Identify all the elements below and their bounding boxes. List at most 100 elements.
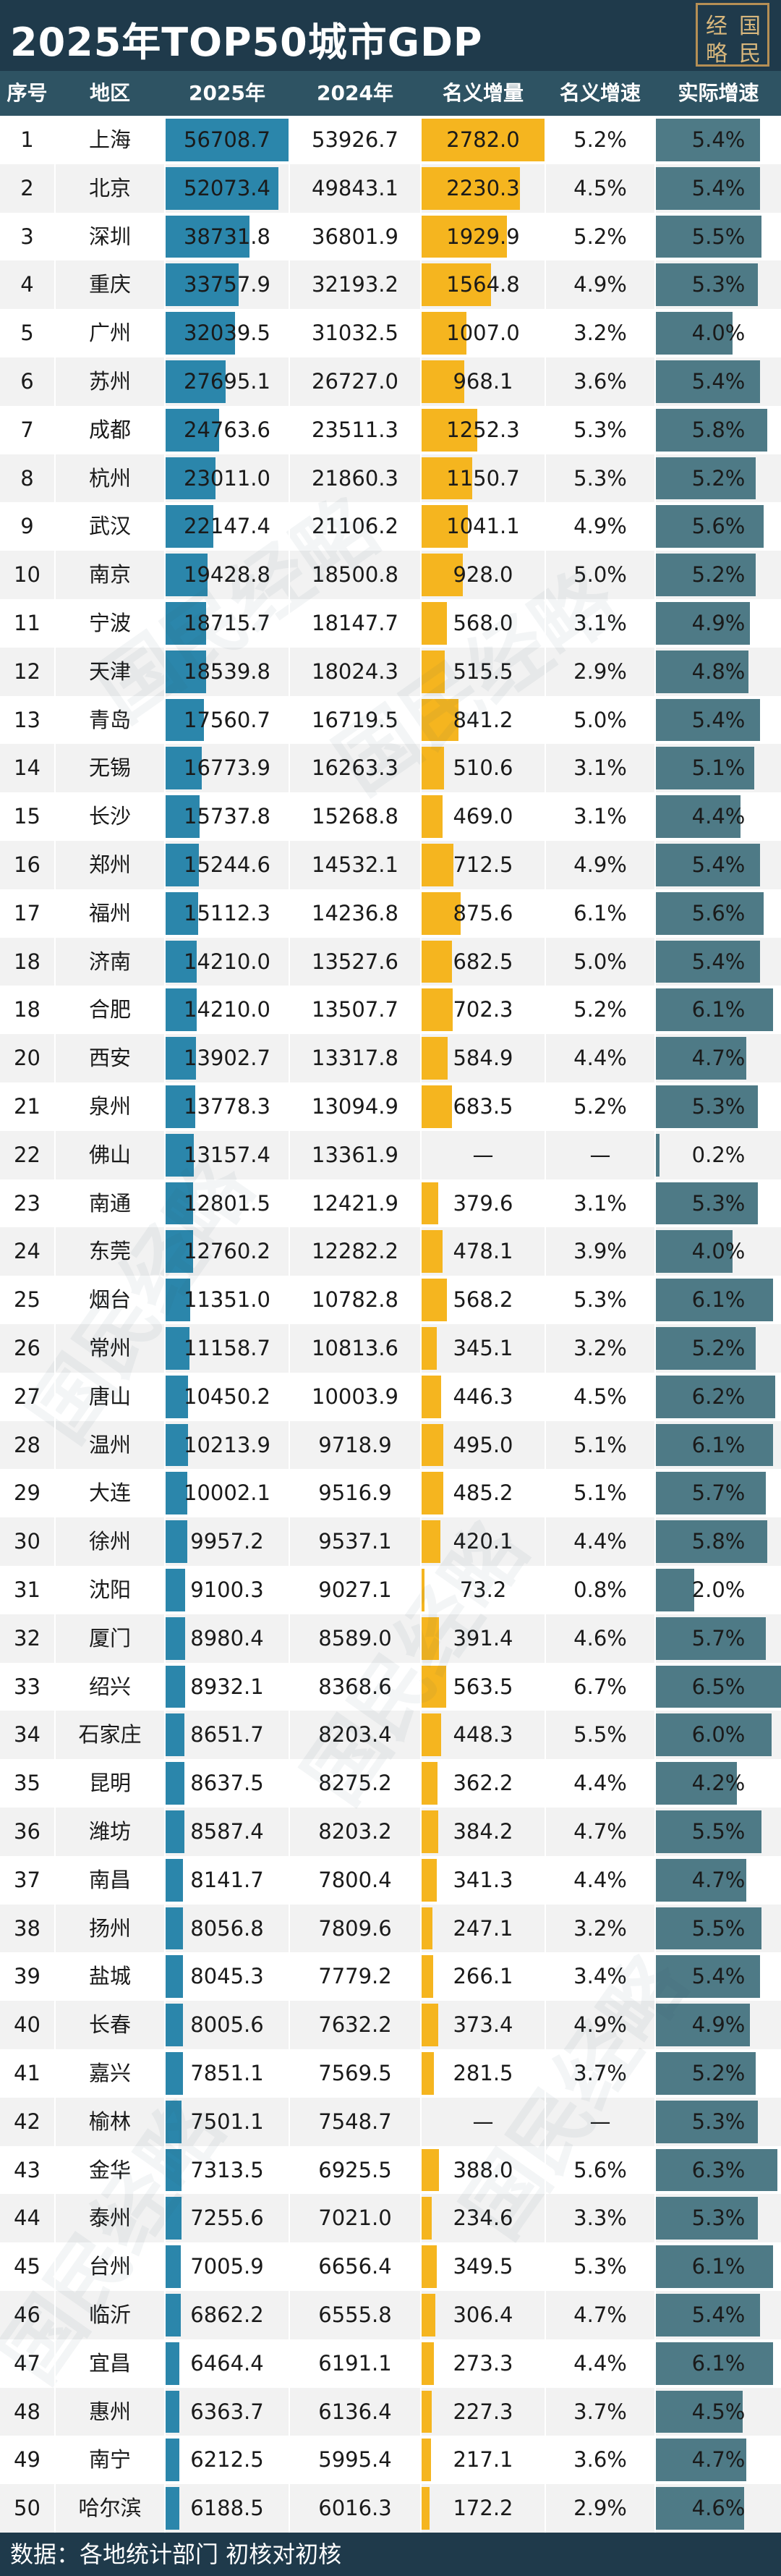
table-row: 40 长春 8005.6 7632.2 373.4 4.9% 4.9% xyxy=(0,2001,781,2049)
table-row: 12 天津 18539.8 18024.3 515.5 2.9% 4.8% xyxy=(0,647,781,696)
table-row: 46 临沂 6862.2 6555.8 306.4 4.7% 5.4% xyxy=(0,2291,781,2339)
table-row: 35 昆明 8637.5 8275.2 362.2 4.4% 4.2% xyxy=(0,1759,781,1808)
cell-city: 常州 xyxy=(88,1336,131,1360)
cell-increase: 448.3 xyxy=(453,1722,513,1747)
bar-real-growth xyxy=(656,1327,756,1370)
cell-increase: 273.3 xyxy=(453,2350,513,2376)
cell-city: 合肥 xyxy=(88,997,131,1022)
cell-increase: 234.6 xyxy=(453,2206,513,2231)
bar-real-growth xyxy=(656,1810,762,1853)
cell-rank: 31 xyxy=(14,1577,40,1602)
cell-nominal-growth: 4.9% xyxy=(573,514,627,539)
bar-gdp-2025 xyxy=(166,1279,191,1321)
table-row: 4 重庆 33757.9 32193.2 1564.8 4.9% 5.3% xyxy=(0,260,781,310)
cell-real-growth: 4.7% xyxy=(691,1867,746,1892)
cell-real-growth: 5.7% xyxy=(691,1480,746,1506)
cell-real-growth: 4.0% xyxy=(691,1239,746,1264)
bar-increase xyxy=(422,1085,452,1128)
bar-gdp-2025 xyxy=(166,360,226,403)
table-row: 9 武汉 22147.4 21106.2 1041.1 4.9% 5.6% xyxy=(0,502,781,551)
cell-nominal-growth: 4.4% xyxy=(573,1867,627,1892)
bar-gdp-2025 xyxy=(166,166,279,210)
cell-rank: 30 xyxy=(14,1529,40,1554)
cell-real-growth: 6.1% xyxy=(691,1287,746,1313)
bar-increase xyxy=(422,2294,435,2336)
cell-nominal-growth: 0.8% xyxy=(573,1577,627,1602)
bar-gdp-2025 xyxy=(166,457,215,500)
bar-gdp-2025 xyxy=(166,602,207,645)
table-row: 2 北京 52073.4 49843.1 2230.3 4.5% 5.4% xyxy=(0,164,781,213)
bar-real-growth xyxy=(656,1955,760,1999)
cell-rank: 46 xyxy=(14,2302,40,2327)
cell-city: 北京 xyxy=(88,175,131,200)
cell-nominal-growth: 3.2% xyxy=(573,321,627,346)
cell-nominal-growth: 3.2% xyxy=(573,1915,627,1941)
cell-increase: 388.0 xyxy=(453,2157,513,2182)
cell-gdp-2024: 8368.6 xyxy=(318,1674,392,1699)
bar-gdp-2025 xyxy=(166,2342,180,2385)
cell-city: 长沙 xyxy=(88,804,131,829)
cell-city: 上海 xyxy=(88,127,131,152)
cell-gdp-2024: 6656.4 xyxy=(318,2254,392,2279)
bar-increase xyxy=(422,891,461,935)
cell-gdp-2025: 32039.5 xyxy=(184,321,270,346)
bar-increase xyxy=(422,1762,438,1805)
bar-real-growth xyxy=(656,360,760,403)
header-real-growth: 实际增速 xyxy=(678,81,759,105)
cell-rank: 13 xyxy=(14,707,40,732)
cell-gdp-2024: 6016.3 xyxy=(318,2496,392,2521)
cell-real-growth: 6.1% xyxy=(691,997,746,1022)
bar-increase xyxy=(422,988,453,1032)
cell-city: 徐州 xyxy=(88,1529,131,1554)
bar-increase xyxy=(422,1520,440,1563)
cell-nominal-growth: 4.6% xyxy=(573,1625,627,1651)
cell-real-growth: 5.4% xyxy=(691,127,746,152)
title-bar: 2025年TOP50城市GDP 经 国 略 民 xyxy=(0,0,781,71)
cell-real-growth: 4.9% xyxy=(691,2012,746,2038)
table-row: 25 烟台 11351.0 10782.8 568.2 5.3% 6.1% xyxy=(0,1276,781,1324)
cell-gdp-2025: 8637.5 xyxy=(190,1771,264,1796)
bar-gdp-2025 xyxy=(166,1133,195,1177)
cell-rank: 25 xyxy=(14,1287,40,1313)
bar-gdp-2025 xyxy=(166,1037,196,1080)
bar-increase xyxy=(422,554,463,596)
cell-gdp-2025: 8651.7 xyxy=(190,1722,264,1747)
cell-gdp-2025: 15112.3 xyxy=(184,900,270,925)
bar-real-growth xyxy=(656,263,759,307)
bar-increase xyxy=(422,1182,439,1225)
table-row: 1 上海 56708.7 53926.7 2782.0 5.2% 5.4% xyxy=(0,116,781,164)
cell-nominal-growth: 4.4% xyxy=(573,1046,627,1071)
cell-nominal-growth: 6.7% xyxy=(573,1674,627,1699)
cell-nominal-growth: 5.6% xyxy=(573,2157,627,2182)
table-row: 41 嘉兴 7851.1 7569.5 281.5 3.7% 5.2% xyxy=(0,2049,781,2098)
cell-rank: 42 xyxy=(14,2109,40,2134)
logo: 经 国 略 民 xyxy=(696,3,769,67)
cell-gdp-2024: 13361.9 xyxy=(312,1142,398,1167)
cell-rank: 39 xyxy=(14,1964,40,1989)
bar-increase xyxy=(422,602,447,645)
cell-rank: 18 xyxy=(14,949,40,974)
bar-real-growth xyxy=(656,2439,747,2482)
bar-increase xyxy=(422,2487,430,2530)
cell-city: 深圳 xyxy=(88,224,131,249)
cell-rank: 18 xyxy=(14,997,40,1022)
cell-gdp-2024: 8589.0 xyxy=(318,1625,392,1651)
cell-rank: 12 xyxy=(14,658,40,684)
cell-gdp-2024: 16263.3 xyxy=(312,755,398,781)
cell-city: 盐城 xyxy=(88,1964,131,1989)
cell-rank: 14 xyxy=(14,755,40,781)
cell-gdp-2024: 10813.6 xyxy=(312,1336,398,1360)
page-title: 2025年TOP50城市GDP xyxy=(10,20,483,65)
cell-real-growth: 5.4% xyxy=(691,1964,746,1989)
cell-increase: 1252.3 xyxy=(446,417,520,442)
cell-gdp-2025: 10002.1 xyxy=(184,1480,270,1506)
bar-gdp-2025 xyxy=(166,2439,179,2482)
table-row: 50 哈尔滨 6188.5 6016.3 172.2 2.9% 4.6% xyxy=(0,2484,781,2533)
table-row: 21 泉州 13778.3 13094.9 683.5 5.2% 5.3% xyxy=(0,1082,781,1131)
bar-gdp-2025 xyxy=(166,844,199,886)
cell-real-growth: 5.3% xyxy=(691,1190,746,1216)
cell-city: 郑州 xyxy=(88,852,131,877)
bar-real-growth xyxy=(656,1858,747,1902)
table-row: 32 厦门 8980.4 8589.0 391.4 4.6% 5.7% xyxy=(0,1614,781,1663)
column-divider xyxy=(289,116,290,2533)
